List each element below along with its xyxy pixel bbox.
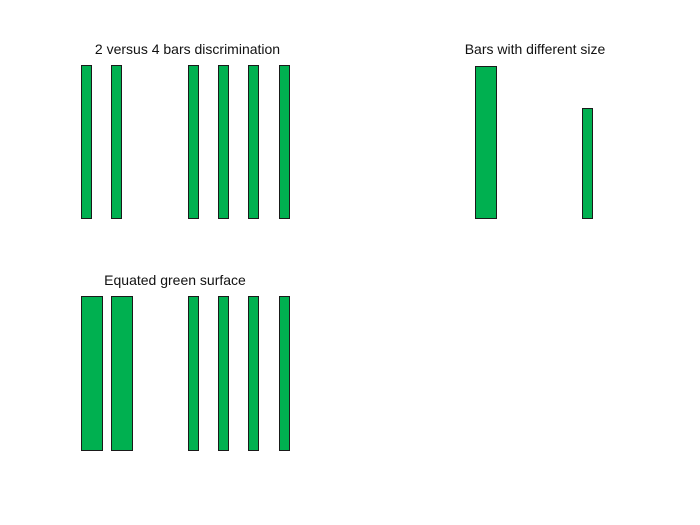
- bar-two-vs-four-group-b-1: [188, 65, 199, 219]
- bar-two-vs-four-group-b-3: [248, 65, 259, 219]
- bar-equated-group-b-3: [248, 296, 259, 451]
- bar-equated-group-b-4: [279, 296, 290, 451]
- bar-equated-group-a-2: [111, 296, 133, 451]
- bar-two-vs-four-group-a-2: [111, 65, 122, 219]
- panel-title-different-size: Bars with different size: [464, 41, 606, 57]
- panel-title-equated-surface: Equated green surface: [104, 272, 246, 288]
- panel-title-two-vs-four: 2 versus 4 bars discrimination: [94, 41, 281, 57]
- bar-equated-group-b-1: [188, 296, 199, 451]
- bar-equated-group-a-1: [81, 296, 103, 451]
- bar-equated-group-b-2: [218, 296, 229, 451]
- bar-two-vs-four-group-b-2: [218, 65, 229, 219]
- bar-two-vs-four-group-a-1: [81, 65, 92, 219]
- bar-two-vs-four-group-b-4: [279, 65, 290, 219]
- bar-different-size-1: [475, 66, 497, 219]
- bar-different-size-2: [582, 108, 593, 219]
